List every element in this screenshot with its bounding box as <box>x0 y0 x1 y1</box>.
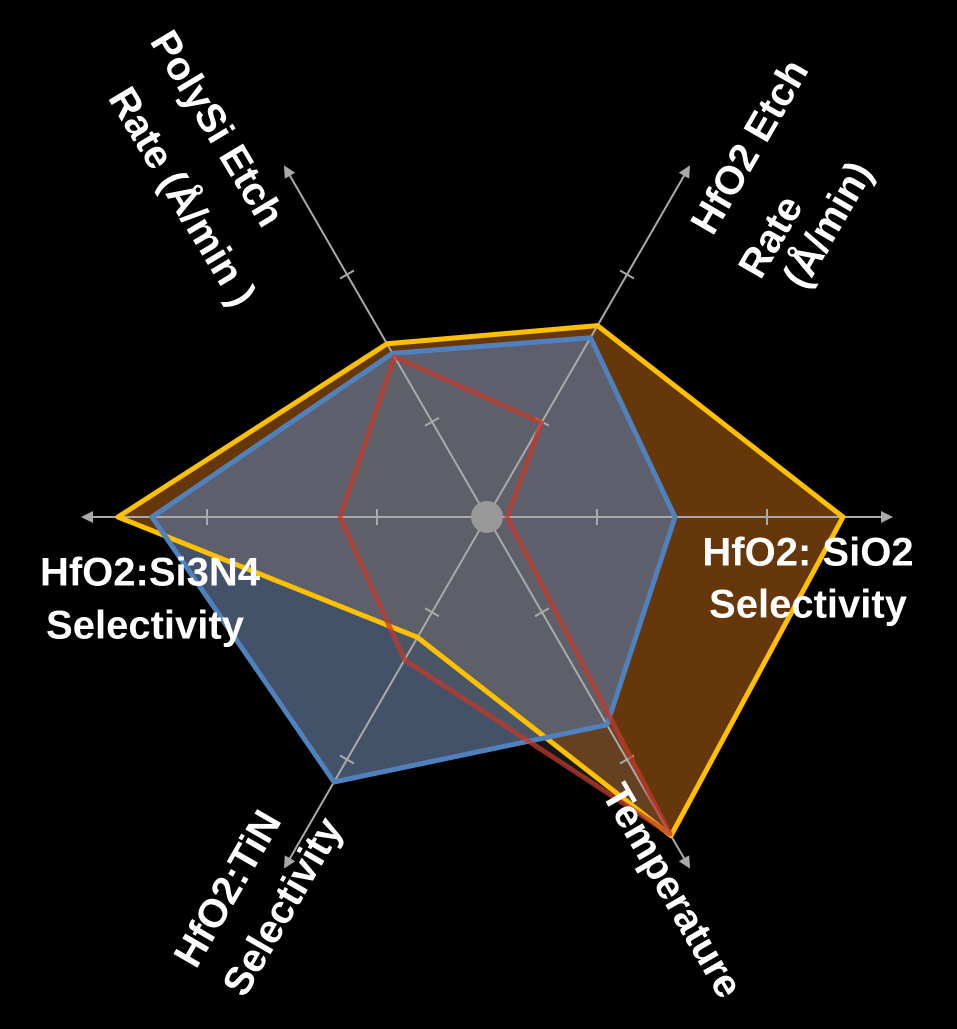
series-area <box>152 337 675 783</box>
tick-mark <box>619 269 635 280</box>
series-area <box>340 356 670 834</box>
axis-label: Selectivity <box>46 604 245 648</box>
tick-mark <box>534 607 550 618</box>
tick-mark <box>424 416 440 427</box>
series-line <box>149 335 678 785</box>
axis-line <box>486 165 691 518</box>
tick-mark <box>424 607 440 618</box>
axis-label: HfO2:Si3N4 <box>40 551 261 595</box>
tick-mark <box>339 269 355 280</box>
series-line <box>337 354 673 837</box>
center-dot <box>471 501 503 533</box>
axis-label: HfO2: SiO2 <box>702 531 913 575</box>
tick-mark <box>339 754 355 765</box>
axis-line <box>283 516 488 869</box>
axis-label: Selectivity <box>709 583 908 627</box>
